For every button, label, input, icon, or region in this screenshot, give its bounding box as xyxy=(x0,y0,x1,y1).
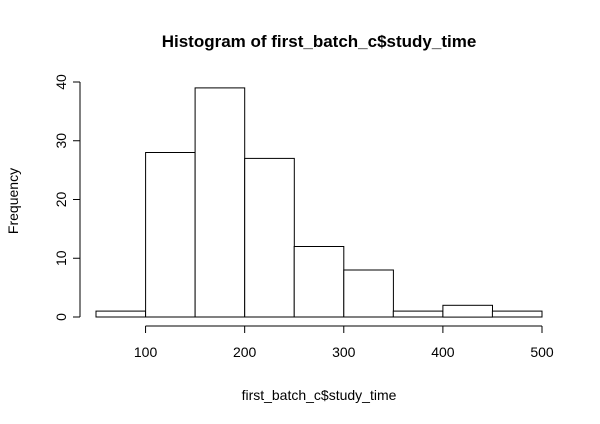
histogram-bar-3 xyxy=(244,157,295,318)
histogram-bar-4 xyxy=(293,246,345,318)
y-tick-label-10: 10 xyxy=(53,250,69,266)
histogram-bar-5 xyxy=(343,269,394,318)
histogram-bar-1 xyxy=(145,152,196,318)
y-tick-label-30: 30 xyxy=(53,133,69,149)
histogram-bar-2 xyxy=(194,87,246,318)
histogram-bar-0 xyxy=(95,310,147,318)
y-axis-label: Frequency xyxy=(5,168,21,234)
x-tick-label-200: 200 xyxy=(233,344,257,360)
histogram-bar-6 xyxy=(392,310,444,318)
y-tick-label-0: 0 xyxy=(53,313,69,321)
x-axis: 100 200 300 400 500 xyxy=(134,325,554,360)
y-axis: 0 10 20 30 40 xyxy=(53,74,81,321)
y-tick-label-20: 20 xyxy=(53,192,69,208)
x-tick-label-300: 300 xyxy=(332,344,356,360)
y-tick-label-40: 40 xyxy=(53,74,69,90)
x-tick-label-500: 500 xyxy=(530,344,554,360)
x-tick-label-100: 100 xyxy=(134,344,158,360)
x-tick-label-400: 400 xyxy=(431,344,455,360)
x-axis-label: first_batch_c$study_time xyxy=(242,387,397,403)
bars-group xyxy=(95,87,543,318)
histogram-bar-7 xyxy=(442,304,493,318)
chart-title: Histogram of first_batch_c$study_time xyxy=(162,32,477,51)
histogram-bar-8 xyxy=(491,310,543,318)
